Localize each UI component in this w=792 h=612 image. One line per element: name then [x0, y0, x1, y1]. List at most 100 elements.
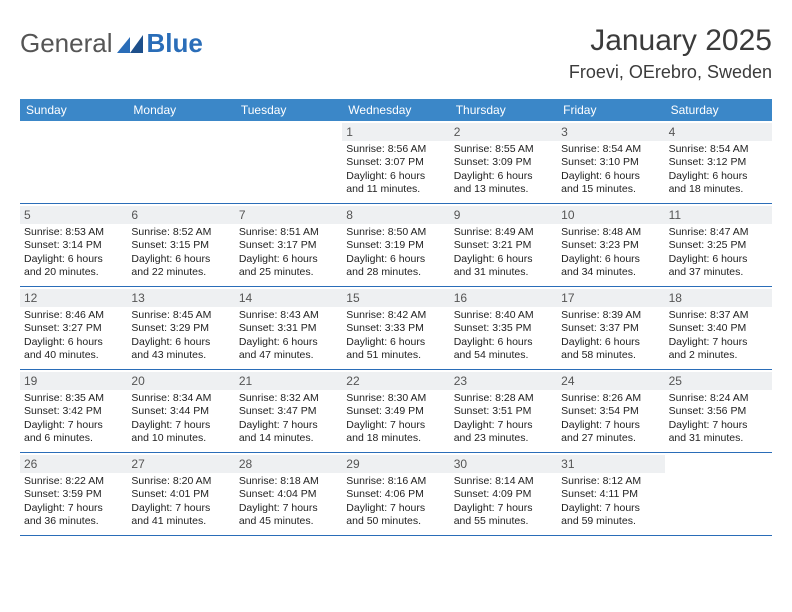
sunrise-text: Sunrise: 8:48 AM [561, 226, 660, 239]
page: General Blue January 2025 Froevi, OErebr… [0, 0, 792, 536]
sunset-text: Sunset: 3:19 PM [346, 239, 445, 252]
day-body: Sunrise: 8:54 AMSunset: 3:10 PMDaylight:… [561, 143, 660, 197]
sunset-text: Sunset: 3:21 PM [454, 239, 553, 252]
day-cell: 13Sunrise: 8:45 AMSunset: 3:29 PMDayligh… [127, 287, 234, 369]
day-body: Sunrise: 8:20 AMSunset: 4:01 PMDaylight:… [131, 475, 230, 529]
day-body: Sunrise: 8:51 AMSunset: 3:17 PMDaylight:… [239, 226, 338, 280]
logo-mark-icon [117, 35, 143, 53]
daylight-text: Daylight: 6 hours and 40 minutes. [24, 336, 123, 363]
sunrise-text: Sunrise: 8:34 AM [131, 392, 230, 405]
day-body: Sunrise: 8:35 AMSunset: 3:42 PMDaylight:… [24, 392, 123, 446]
sunset-text: Sunset: 3:33 PM [346, 322, 445, 335]
day-body: Sunrise: 8:48 AMSunset: 3:23 PMDaylight:… [561, 226, 660, 280]
sunrise-text: Sunrise: 8:53 AM [24, 226, 123, 239]
day-number: 25 [665, 372, 772, 390]
day-body: Sunrise: 8:22 AMSunset: 3:59 PMDaylight:… [24, 475, 123, 529]
sunset-text: Sunset: 4:01 PM [131, 488, 230, 501]
weekday-header: Monday [127, 99, 234, 121]
day-cell: 31 Sunrise: 8:12 AMSunset: 4:11 PMDayligh… [557, 453, 664, 535]
sunrise-text: Sunrise: 8:52 AM [131, 226, 230, 239]
week-row: 12Sunrise: 8:46 AMSunset: 3:27 PMDayligh… [20, 287, 772, 370]
day-number: 10 [557, 206, 664, 224]
sunset-text: Sunset: 3:12 PM [669, 156, 768, 169]
day-number: 6 [127, 206, 234, 224]
daylight-text: Daylight: 6 hours and 31 minutes. [454, 253, 553, 280]
sunrise-text: Sunrise: 8:56 AM [346, 143, 445, 156]
sunset-text: Sunset: 4:09 PM [454, 488, 553, 501]
daylight-text: Daylight: 7 hours and 23 minutes. [454, 419, 553, 446]
sunrise-text: Sunrise: 8:30 AM [346, 392, 445, 405]
day-cell: 17 Sunrise: 8:39 AMSunset: 3:37 PMDayligh… [557, 287, 664, 369]
weekday-header: Saturday [665, 99, 772, 121]
day-body: Sunrise: 8:34 AMSunset: 3:44 PMDaylight:… [131, 392, 230, 446]
daylight-text: Daylight: 6 hours and 22 minutes. [131, 253, 230, 280]
month-title: January 2025 [569, 24, 772, 58]
day-number: 5 [20, 206, 127, 224]
day-cell: 27 Sunrise: 8:20 AMSunset: 4:01 PMDayligh… [127, 453, 234, 535]
day-number: 2 [450, 123, 557, 141]
sunrise-text: Sunrise: 8:18 AM [239, 475, 338, 488]
day-body: Sunrise: 8:42 AMSunset: 3:33 PMDaylight:… [346, 309, 445, 363]
sunrise-text: Sunrise: 8:54 AM [669, 143, 768, 156]
title-block: January 2025 Froevi, OErebro, Sweden [569, 24, 772, 83]
day-cell: 19Sunrise: 8:35 AMSunset: 3:42 PMDayligh… [20, 370, 127, 452]
day-body: Sunrise: 8:18 AMSunset: 4:04 PMDaylight:… [239, 475, 338, 529]
sunrise-text: Sunrise: 8:28 AM [454, 392, 553, 405]
daylight-text: Daylight: 7 hours and 10 minutes. [131, 419, 230, 446]
day-body: Sunrise: 8:52 AMSunset: 3:15 PMDaylight:… [131, 226, 230, 280]
day-cell [20, 121, 127, 203]
daylight-text: Daylight: 6 hours and 37 minutes. [669, 253, 768, 280]
day-number: 26 [20, 455, 127, 473]
daylight-text: Daylight: 6 hours and 28 minutes. [346, 253, 445, 280]
day-number: 20 [127, 372, 234, 390]
day-cell: 18Sunrise: 8:37 AMSunset: 3:40 PMDayligh… [665, 287, 772, 369]
sunrise-text: Sunrise: 8:50 AM [346, 226, 445, 239]
sunset-text: Sunset: 4:04 PM [239, 488, 338, 501]
day-body: Sunrise: 8:26 AMSunset: 3:54 PMDaylight:… [561, 392, 660, 446]
day-number: 17 [557, 289, 664, 307]
day-body: Sunrise: 8:55 AMSunset: 3:09 PMDaylight:… [454, 143, 553, 197]
sunrise-text: Sunrise: 8:39 AM [561, 309, 660, 322]
day-cell: 15Sunrise: 8:42 AMSunset: 3:33 PMDayligh… [342, 287, 449, 369]
day-number: 28 [235, 455, 342, 473]
sunrise-text: Sunrise: 8:12 AM [561, 475, 660, 488]
day-body: Sunrise: 8:12 AMSunset: 4:11 PMDaylight:… [561, 475, 660, 529]
sunset-text: Sunset: 3:54 PM [561, 405, 660, 418]
sunrise-text: Sunrise: 8:49 AM [454, 226, 553, 239]
sunrise-text: Sunrise: 8:32 AM [239, 392, 338, 405]
day-cell: 21Sunrise: 8:32 AMSunset: 3:47 PMDayligh… [235, 370, 342, 452]
day-cell [127, 121, 234, 203]
sunrise-text: Sunrise: 8:16 AM [346, 475, 445, 488]
logo-word-1: General [20, 28, 113, 59]
day-number: 7 [235, 206, 342, 224]
weekday-header: Sunday [20, 99, 127, 121]
day-cell: 4Sunrise: 8:54 AMSunset: 3:12 PMDaylight… [665, 121, 772, 203]
day-number: 23 [450, 372, 557, 390]
week-row: 1Sunrise: 8:56 AMSunset: 3:07 PMDaylight… [20, 121, 772, 204]
day-number: 27 [127, 455, 234, 473]
day-body: Sunrise: 8:16 AMSunset: 4:06 PMDaylight:… [346, 475, 445, 529]
day-number: 31 [557, 455, 664, 473]
day-body: Sunrise: 8:30 AMSunset: 3:49 PMDaylight:… [346, 392, 445, 446]
day-cell: 5Sunrise: 8:53 AMSunset: 3:14 PMDaylight… [20, 204, 127, 286]
sunrise-text: Sunrise: 8:43 AM [239, 309, 338, 322]
sunset-text: Sunset: 3:29 PM [131, 322, 230, 335]
sunset-text: Sunset: 3:42 PM [24, 405, 123, 418]
sunrise-text: Sunrise: 8:26 AM [561, 392, 660, 405]
sunrise-text: Sunrise: 8:47 AM [669, 226, 768, 239]
sunrise-text: Sunrise: 8:45 AM [131, 309, 230, 322]
day-body: Sunrise: 8:46 AMSunset: 3:27 PMDaylight:… [24, 309, 123, 363]
day-body: Sunrise: 8:14 AMSunset: 4:09 PMDaylight:… [454, 475, 553, 529]
day-body: Sunrise: 8:39 AMSunset: 3:37 PMDaylight:… [561, 309, 660, 363]
day-cell: 20 Sunrise: 8:34 AMSunset: 3:44 PMDayligh… [127, 370, 234, 452]
daylight-text: Daylight: 7 hours and 36 minutes. [24, 502, 123, 529]
weekday-row: SundayMondayTuesdayWednesdayThursdayFrid… [20, 99, 772, 121]
day-cell: 29Sunrise: 8:16 AMSunset: 4:06 PMDayligh… [342, 453, 449, 535]
sunrise-text: Sunrise: 8:20 AM [131, 475, 230, 488]
day-body: Sunrise: 8:24 AMSunset: 3:56 PMDaylight:… [669, 392, 768, 446]
day-number [665, 455, 772, 459]
daylight-text: Daylight: 6 hours and 47 minutes. [239, 336, 338, 363]
weekday-header: Wednesday [342, 99, 449, 121]
sunrise-text: Sunrise: 8:14 AM [454, 475, 553, 488]
day-cell: 1Sunrise: 8:56 AMSunset: 3:07 PMDaylight… [342, 121, 449, 203]
